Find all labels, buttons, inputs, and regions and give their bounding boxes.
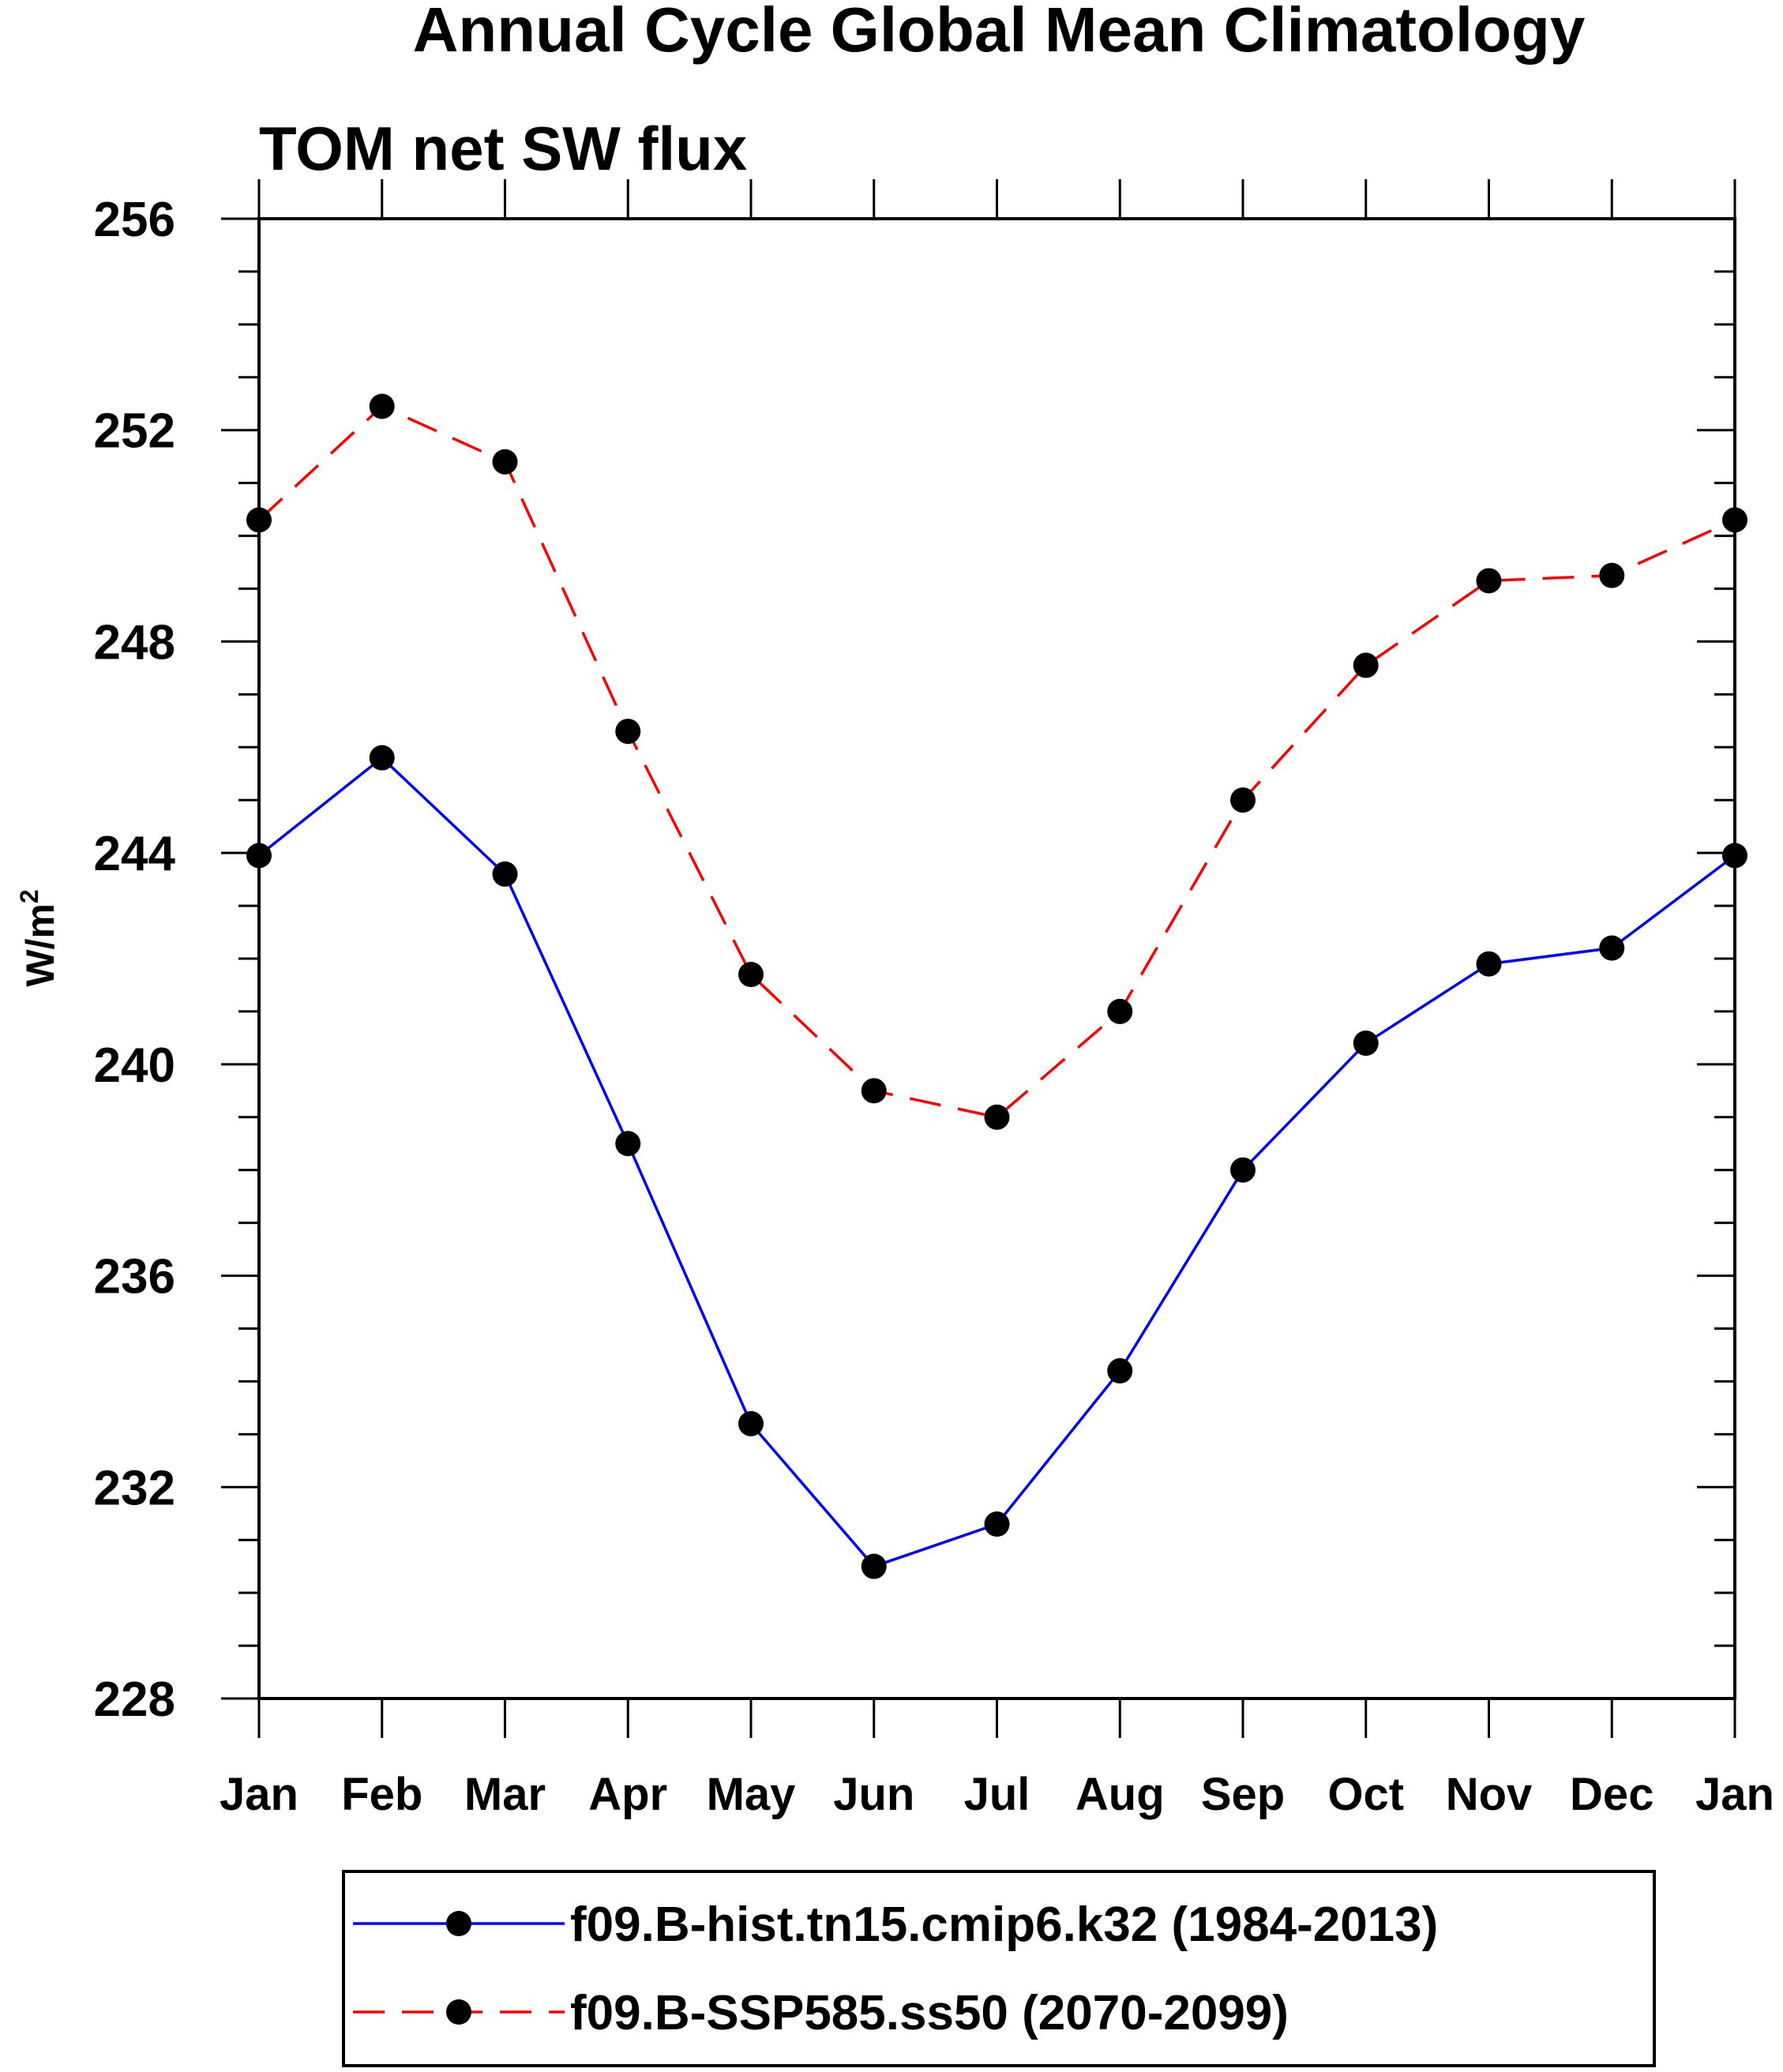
- series-1-point: [246, 843, 272, 869]
- series-2-point: [984, 1104, 1010, 1130]
- chart-subtitle: TOM net SW flux: [259, 114, 747, 183]
- x-tick-label: Jul: [964, 1769, 1030, 1820]
- x-tick-label: Apr: [588, 1769, 667, 1820]
- series-1-point: [1722, 843, 1747, 869]
- series-2-point: [615, 719, 641, 745]
- legend-label-1: f09.B-hist.tn15.cmip6.k32 (1984-2013): [570, 1897, 1438, 1952]
- series-layer: [246, 393, 1747, 1579]
- series-2-point: [1599, 562, 1625, 588]
- series-1: [246, 745, 1747, 1579]
- series-1-point: [369, 745, 395, 771]
- series-2-point: [1722, 507, 1747, 533]
- series-1-point: [615, 1131, 641, 1157]
- series-2-line: [257, 404, 1736, 1119]
- legend-item-2: f09.B-SSP585.ss50 (2070-2099): [353, 1986, 1289, 2040]
- x-tick-label: Sep: [1201, 1769, 1285, 1820]
- svg-text:W/m2: W/m2: [15, 889, 62, 986]
- y-tick-label: 240: [94, 1038, 175, 1093]
- series-2-point: [1353, 652, 1379, 678]
- series-1-point: [984, 1511, 1010, 1537]
- axes: 228 232 236 240 244 248 252 256 Jan Feb Mar Apr May J…: [94, 179, 1774, 1820]
- x-tick-label: Feb: [341, 1769, 422, 1820]
- y-tick-label: 236: [94, 1250, 175, 1304]
- series-2-point: [738, 962, 764, 988]
- series-1-point: [861, 1553, 887, 1579]
- series-2-point: [1107, 998, 1133, 1024]
- series-2-point: [492, 449, 518, 475]
- series-2-point: [1476, 568, 1502, 594]
- y-tick-label: 248: [94, 615, 175, 670]
- x-tick-label: Oct: [1327, 1769, 1404, 1820]
- legend-marker-2: [446, 1999, 471, 2025]
- x-tick-label: Nov: [1446, 1769, 1533, 1820]
- series-1-point: [738, 1410, 764, 1436]
- y-axis-label: W/m2: [15, 889, 62, 986]
- series-1-point: [1599, 935, 1625, 961]
- legend-marker-1: [446, 1911, 471, 1936]
- series-1-point: [1230, 1157, 1256, 1183]
- legend-label-2: f09.B-SSP585.ss50 (2070-2099): [570, 1986, 1289, 2040]
- x-tick-label: Dec: [1570, 1769, 1653, 1820]
- x-tick-label: Aug: [1075, 1769, 1165, 1820]
- y-axis-label-text: W/m: [18, 903, 62, 987]
- legend: f09.B-hist.tn15.cmip6.k32 (1984-2013) f09…: [342, 1870, 1656, 2067]
- y-tick-label: 252: [94, 404, 175, 459]
- y-axis-label-superscript: 2: [15, 889, 43, 903]
- legend-item-1: f09.B-hist.tn15.cmip6.k32 (1984-2013): [353, 1897, 1438, 1952]
- series-2-point: [1230, 787, 1256, 813]
- series-1-point: [1476, 951, 1502, 977]
- y-tick-label: 244: [94, 827, 176, 881]
- x-tick-label: Jan: [220, 1769, 298, 1820]
- legend-box: [342, 1870, 1656, 2067]
- series-1-line: [257, 756, 1736, 1568]
- series-2-point: [246, 507, 272, 533]
- chart-title: Annual Cycle Global Mean Climatology: [413, 0, 1586, 65]
- series-1-point: [1107, 1358, 1133, 1384]
- series-1-point: [492, 861, 518, 887]
- x-tick-label: Mar: [464, 1769, 546, 1820]
- series-2-point: [369, 393, 395, 419]
- series-1-point: [1353, 1030, 1379, 1057]
- y-tick-label: 256: [94, 193, 175, 247]
- x-tick-label: May: [707, 1769, 796, 1820]
- plot-frame: [257, 217, 1736, 1700]
- series-2-point: [861, 1078, 887, 1104]
- y-tick-label: 228: [94, 1672, 175, 1727]
- x-tick-label: Jan: [1695, 1769, 1774, 1820]
- x-tick-label: Jun: [833, 1769, 914, 1820]
- series-2: [246, 393, 1747, 1130]
- y-tick-label: 232: [94, 1461, 175, 1515]
